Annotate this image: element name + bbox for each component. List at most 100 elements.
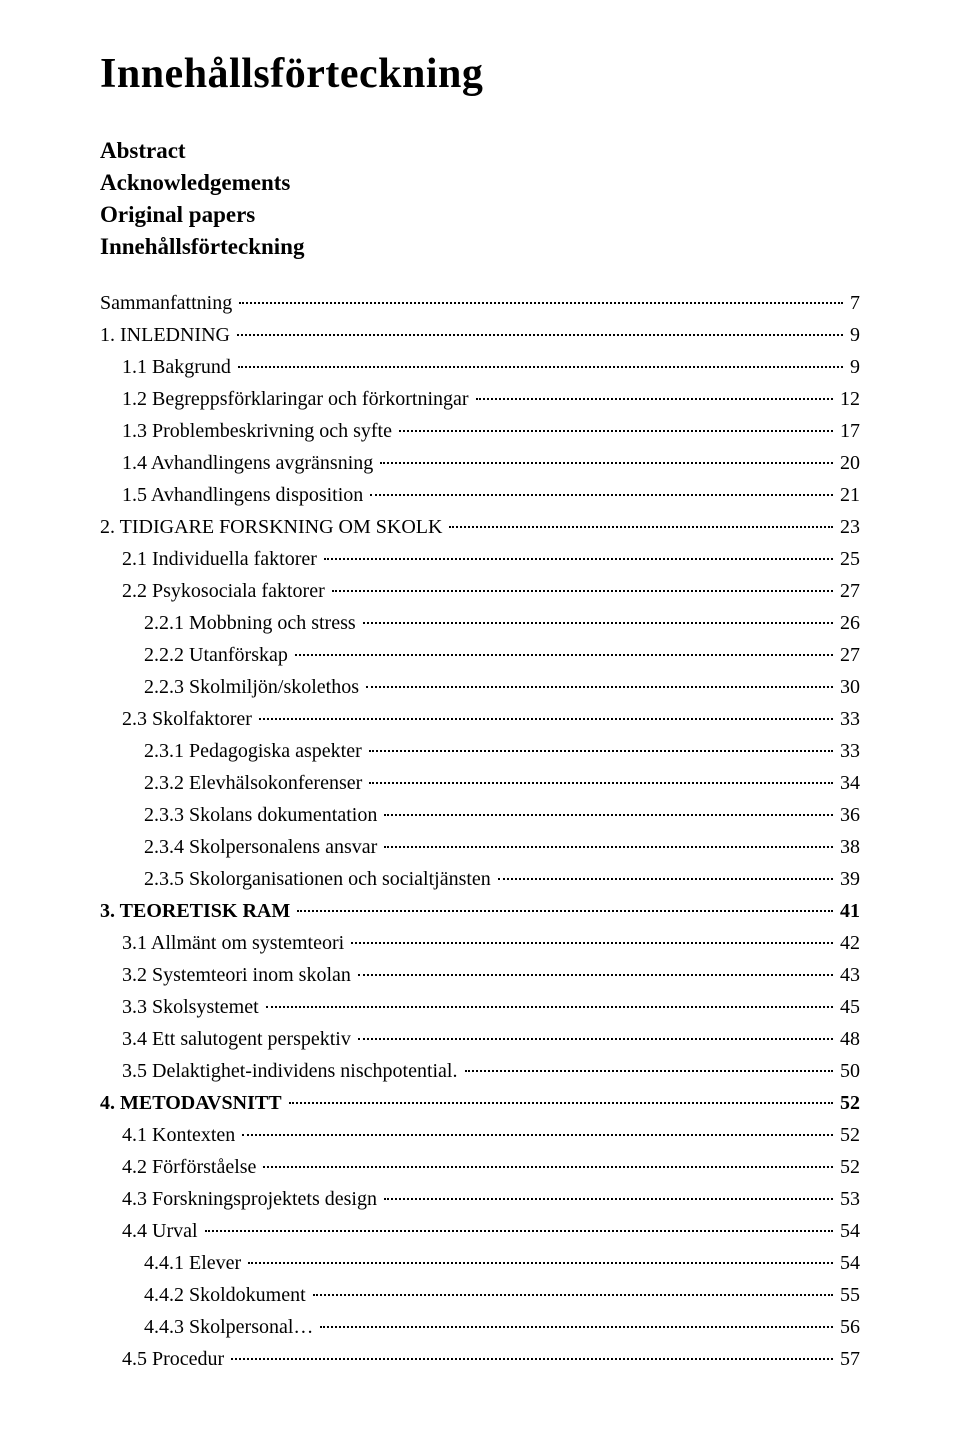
toc-leader-dots bbox=[248, 1262, 833, 1264]
toc-entry: 4.5 Procedur 57 bbox=[122, 1344, 860, 1374]
toc-leader-dots bbox=[238, 366, 843, 368]
toc-leader-dots bbox=[237, 334, 843, 336]
toc-entry-label: 2.3 Skolfaktorer bbox=[122, 704, 256, 734]
toc-entry-label: 2.2.3 Skolmiljön/skolethos bbox=[144, 672, 363, 702]
toc-entry-label: 4. METODAVSNITT bbox=[100, 1088, 286, 1118]
toc-entry-page: 17 bbox=[836, 416, 860, 446]
toc-leader-dots bbox=[498, 878, 833, 880]
toc-leader-dots bbox=[324, 558, 833, 560]
toc-entry: 3.4 Ett salutogent perspektiv 48 bbox=[122, 1024, 860, 1054]
toc-entry-page: 48 bbox=[836, 1024, 860, 1054]
toc-entry: 2.2 Psykosociala faktorer27 bbox=[122, 576, 860, 606]
toc-entry-page: 36 bbox=[836, 800, 860, 830]
toc-entry-label: 4.5 Procedur bbox=[122, 1344, 228, 1374]
toc-entry: 2.2.2 Utanförskap 27 bbox=[144, 640, 860, 670]
toc-entry: 4.4 Urval 54 bbox=[122, 1216, 860, 1246]
toc-entry-page: 33 bbox=[836, 736, 860, 766]
toc-entry: 2. TIDIGARE FORSKNING OM SKOLK23 bbox=[100, 512, 860, 542]
toc-entry-label: 3.2 Systemteori inom skolan bbox=[122, 960, 355, 990]
toc-entry-label: 1.4 Avhandlingens avgränsning bbox=[122, 448, 377, 478]
toc-leader-dots bbox=[297, 910, 833, 912]
toc-entry-label: 2.1 Individuella faktorer bbox=[122, 544, 321, 574]
toc-entry-label: 3. TEORETISK RAM bbox=[100, 896, 294, 926]
toc-entry-label: 2.3.5 Skolorganisationen och socialtjäns… bbox=[144, 864, 495, 894]
toc-leader-dots bbox=[358, 974, 833, 976]
toc-entry: 1.1 Bakgrund9 bbox=[122, 352, 860, 382]
toc-entry-page: 38 bbox=[836, 832, 860, 862]
toc-entry-page: 52 bbox=[836, 1152, 860, 1182]
front-matter-item: Acknowledgements bbox=[100, 170, 860, 196]
toc-entry: 3.1 Allmänt om systemteori 42 bbox=[122, 928, 860, 958]
toc-entry-page: 56 bbox=[836, 1312, 860, 1342]
toc-entry: 4.1 Kontexten52 bbox=[122, 1120, 860, 1150]
toc-entry: 2.3.4 Skolpersonalens ansvar38 bbox=[144, 832, 860, 862]
toc-leader-dots bbox=[449, 526, 833, 528]
toc-leader-dots bbox=[369, 782, 833, 784]
front-matter-item: Original papers bbox=[100, 202, 860, 228]
toc-leader-dots bbox=[313, 1294, 833, 1296]
toc-entry-label: 2.2.2 Utanförskap bbox=[144, 640, 292, 670]
toc-leader-dots bbox=[366, 686, 833, 688]
toc-entry-label: 3.3 Skolsystemet bbox=[122, 992, 263, 1022]
front-matter-block: Abstract Acknowledgements Original paper… bbox=[100, 138, 860, 260]
toc-entry-page: 7 bbox=[846, 288, 860, 318]
toc-entry: 4.2 Förförståelse 52 bbox=[122, 1152, 860, 1182]
toc-leader-dots bbox=[205, 1230, 833, 1232]
toc-entry-label: 2.2.1 Mobbning och stress bbox=[144, 608, 360, 638]
toc-entry-label: 4.4.1 Elever bbox=[144, 1248, 245, 1278]
toc-leader-dots bbox=[266, 1006, 833, 1008]
toc-entry: 3.3 Skolsystemet45 bbox=[122, 992, 860, 1022]
toc-entry-label: 3.1 Allmänt om systemteori bbox=[122, 928, 348, 958]
toc-entry-label: 2.3.1 Pedagogiska aspekter bbox=[144, 736, 366, 766]
toc-entry-page: 9 bbox=[846, 320, 860, 350]
toc-leader-dots bbox=[384, 814, 833, 816]
toc-leader-dots bbox=[231, 1358, 833, 1360]
toc-entry-label: 4.3 Forskningsprojektets design bbox=[122, 1184, 381, 1214]
toc-entry-page: 57 bbox=[836, 1344, 860, 1374]
toc-entry-page: 55 bbox=[836, 1280, 860, 1310]
toc-entry-label: 4.2 Förförståelse bbox=[122, 1152, 260, 1182]
toc-entry-label: 3.4 Ett salutogent perspektiv bbox=[122, 1024, 355, 1054]
toc-entry-label: 1.3 Problembeskrivning och syfte bbox=[122, 416, 396, 446]
toc-entry-page: 9 bbox=[846, 352, 860, 382]
toc-entry-page: 34 bbox=[836, 768, 860, 798]
toc-entry-label: 1.5 Avhandlingens disposition bbox=[122, 480, 367, 510]
toc-entry-page: 42 bbox=[836, 928, 860, 958]
toc-entry: 4.3 Forskningsprojektets design53 bbox=[122, 1184, 860, 1214]
toc-leader-dots bbox=[259, 718, 833, 720]
toc-entry: 1.5 Avhandlingens disposition21 bbox=[122, 480, 860, 510]
toc-entry: 4.4.3 Skolpersonal…56 bbox=[144, 1312, 860, 1342]
toc-leader-dots bbox=[369, 750, 833, 752]
document-page: Innehållsförteckning Abstract Acknowledg… bbox=[0, 0, 960, 1436]
toc-leader-dots bbox=[295, 654, 833, 656]
toc-entry: 4.4.2 Skoldokument 55 bbox=[144, 1280, 860, 1310]
page-title: Innehållsförteckning bbox=[100, 50, 860, 98]
toc-entry-page: 27 bbox=[836, 640, 860, 670]
toc-entry-page: 54 bbox=[836, 1248, 860, 1278]
toc-leader-dots bbox=[263, 1166, 833, 1168]
front-matter-item: Innehållsförteckning bbox=[100, 234, 860, 260]
toc-entry-label: 4.4.2 Skoldokument bbox=[144, 1280, 310, 1310]
toc-leader-dots bbox=[351, 942, 833, 944]
toc-entry-label: 1.2 Begreppsförklaringar och förkortning… bbox=[122, 384, 473, 414]
toc-entry-page: 54 bbox=[836, 1216, 860, 1246]
table-of-contents: Sammanfattning71. INLEDNING91.1 Bakgrund… bbox=[100, 288, 860, 1374]
toc-entry-label: 3.5 Delaktighet-individens nischpotentia… bbox=[122, 1056, 462, 1086]
toc-entry: 2.1 Individuella faktorer 25 bbox=[122, 544, 860, 574]
toc-leader-dots bbox=[384, 1198, 833, 1200]
toc-entry: 4. METODAVSNITT52 bbox=[100, 1088, 860, 1118]
toc-entry: 1.2 Begreppsförklaringar och förkortning… bbox=[122, 384, 860, 414]
toc-leader-dots bbox=[370, 494, 833, 496]
toc-entry: 2.3.2 Elevhälsokonferenser34 bbox=[144, 768, 860, 798]
toc-entry-page: 26 bbox=[836, 608, 860, 638]
toc-leader-dots bbox=[289, 1102, 833, 1104]
toc-entry-page: 25 bbox=[836, 544, 860, 574]
toc-leader-dots bbox=[320, 1326, 833, 1328]
toc-leader-dots bbox=[476, 398, 833, 400]
toc-entry-label: 4.4 Urval bbox=[122, 1216, 202, 1246]
toc-entry: 3.2 Systemteori inom skolan43 bbox=[122, 960, 860, 990]
toc-entry-label: 2. TIDIGARE FORSKNING OM SKOLK bbox=[100, 512, 446, 542]
toc-entry: 2.3.1 Pedagogiska aspekter 33 bbox=[144, 736, 860, 766]
toc-entry: 2.2.3 Skolmiljön/skolethos30 bbox=[144, 672, 860, 702]
toc-leader-dots bbox=[239, 302, 843, 304]
